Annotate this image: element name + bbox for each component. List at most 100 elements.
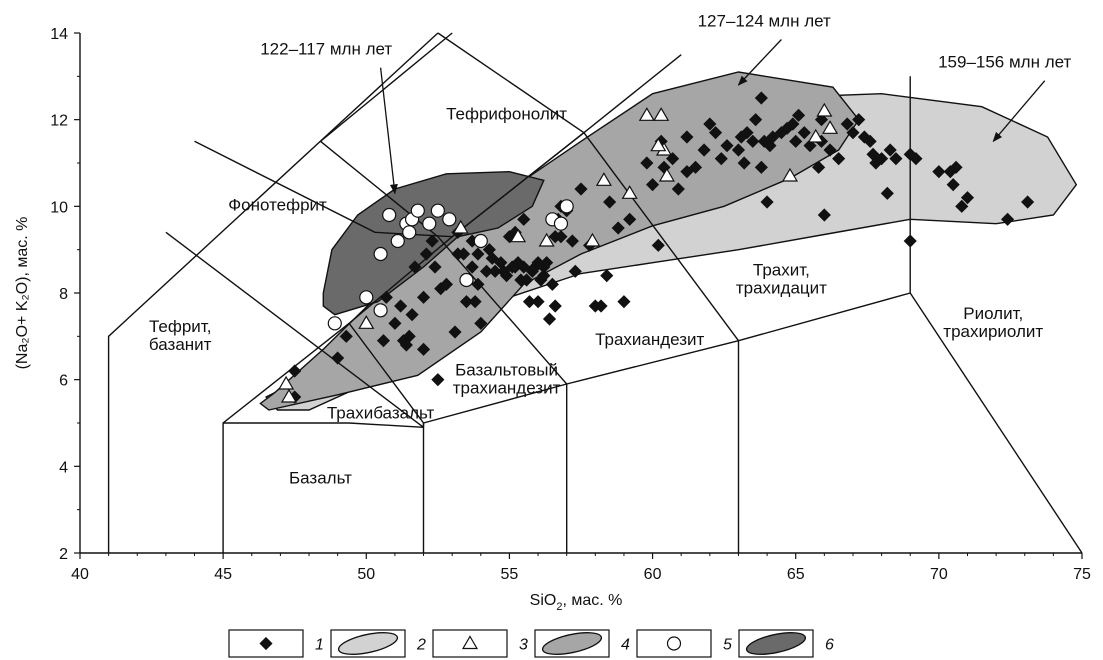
boundary-line bbox=[223, 422, 424, 428]
point-diamond bbox=[754, 91, 768, 105]
point-diamond bbox=[522, 295, 537, 309]
point-diamond bbox=[1001, 212, 1015, 226]
point-diamond bbox=[339, 329, 353, 343]
point-diamond bbox=[611, 221, 625, 235]
legend-swatch-diamond bbox=[259, 636, 273, 651]
point-diamond bbox=[688, 160, 703, 174]
point-diamond bbox=[500, 269, 514, 283]
point-diamond bbox=[517, 212, 531, 226]
point-diamond bbox=[740, 126, 754, 140]
field-label-line: Фонотефрит bbox=[228, 196, 327, 215]
field-label: Трахит, трахидацит bbox=[736, 261, 827, 298]
field-label-line: Риолит, bbox=[963, 304, 1023, 323]
field-label: Тефрит, базанит bbox=[149, 317, 212, 354]
point-diamond bbox=[932, 165, 946, 179]
point-circle bbox=[373, 303, 388, 318]
point-diamond bbox=[863, 134, 877, 148]
point-triangle bbox=[595, 172, 612, 186]
point-diamond bbox=[680, 165, 694, 179]
point-circle bbox=[473, 233, 488, 249]
boundary-line bbox=[583, 132, 740, 342]
point-triangle bbox=[650, 137, 667, 152]
point-diamond bbox=[568, 264, 582, 278]
ticks: 40 45 50 55 60 65 70 75 2 4 6 8 10 12 14 bbox=[50, 26, 1091, 583]
point-diamond bbox=[388, 316, 402, 330]
annotation-arrow bbox=[992, 80, 1046, 143]
point-circle bbox=[359, 290, 374, 305]
field-label: Трахиандезит bbox=[595, 330, 704, 349]
point-triangle bbox=[822, 120, 839, 134]
point-diamond bbox=[425, 234, 439, 248]
point-diamond bbox=[459, 295, 474, 309]
point-diamond bbox=[720, 139, 734, 153]
x-tick-label: 65 bbox=[787, 566, 805, 583]
point-diamond bbox=[574, 182, 588, 196]
point-diamond bbox=[468, 295, 482, 309]
point-diamond bbox=[1021, 195, 1035, 209]
x-tick-label: 40 bbox=[71, 566, 89, 583]
point-circle bbox=[373, 246, 388, 262]
point-diamond bbox=[680, 130, 694, 144]
y-axis-title: (Na₂O+ K₂O), мас. % bbox=[14, 217, 31, 370]
point-diamond bbox=[531, 295, 545, 309]
age-annotation: 122–117 млн лет bbox=[260, 40, 392, 59]
point-circle bbox=[327, 316, 342, 331]
point-circle bbox=[553, 216, 569, 231]
point-diamond bbox=[474, 316, 488, 330]
point-diamond bbox=[448, 325, 462, 339]
point-triangle bbox=[781, 167, 799, 182]
boundary-line bbox=[437, 236, 568, 385]
point-triangle bbox=[278, 375, 295, 390]
point-circle bbox=[430, 203, 445, 218]
legend: 1 2 3 4 5 6 bbox=[228, 629, 834, 658]
boundary-line bbox=[107, 32, 439, 553]
point-diamond bbox=[823, 143, 837, 157]
annotations: 122–117 млн лет 127–124 млн лет 159–156 мл… bbox=[260, 12, 1072, 195]
legend-number: 1 bbox=[315, 637, 324, 654]
point-triangle bbox=[509, 228, 527, 243]
point-diamond bbox=[331, 351, 345, 365]
point-diamond bbox=[708, 126, 723, 140]
boundary-line bbox=[909, 292, 1083, 554]
point-circle bbox=[390, 233, 405, 249]
point-diamond bbox=[754, 160, 768, 174]
legend-number: 5 bbox=[723, 637, 732, 654]
point-circle bbox=[382, 207, 397, 223]
point-diamond bbox=[428, 260, 442, 274]
age-annotation: 159–156 млн лет bbox=[938, 53, 1071, 72]
point-diamond bbox=[814, 113, 829, 127]
point-diamond bbox=[883, 143, 897, 157]
point-triangle bbox=[658, 167, 675, 182]
point-diamond bbox=[640, 156, 654, 170]
point-diamond bbox=[737, 156, 751, 170]
point-diamond bbox=[288, 364, 302, 378]
annotation-arrow bbox=[379, 67, 398, 195]
boundary-line bbox=[437, 32, 585, 134]
point-triangle bbox=[280, 388, 298, 403]
point-diamond bbox=[852, 113, 866, 127]
x-tick-label: 45 bbox=[214, 566, 232, 583]
point-diamond bbox=[697, 143, 711, 157]
point-diamond bbox=[760, 195, 774, 209]
boundary-line bbox=[320, 32, 453, 142]
point-triangle bbox=[538, 232, 555, 247]
point-diamond bbox=[789, 134, 803, 148]
point-diamond bbox=[565, 234, 579, 248]
point-diamond bbox=[548, 299, 562, 313]
field-label-line: трахириолит bbox=[943, 322, 1043, 341]
point-diamond bbox=[600, 269, 614, 283]
point-circle bbox=[402, 225, 417, 240]
point-triangle bbox=[621, 185, 638, 199]
point-diamond bbox=[909, 152, 923, 166]
point-diamond bbox=[949, 160, 963, 174]
field-label-line: трахиандезит bbox=[453, 378, 561, 397]
point-diamond bbox=[408, 260, 422, 274]
point-diamond bbox=[840, 117, 854, 131]
point-diamond bbox=[671, 182, 685, 196]
point-diamond bbox=[651, 238, 665, 252]
point-diamond bbox=[714, 152, 728, 166]
point-diamond bbox=[416, 342, 431, 356]
point-triangle bbox=[638, 107, 655, 121]
x-axis-title: SiO2, мас. % bbox=[530, 592, 623, 613]
